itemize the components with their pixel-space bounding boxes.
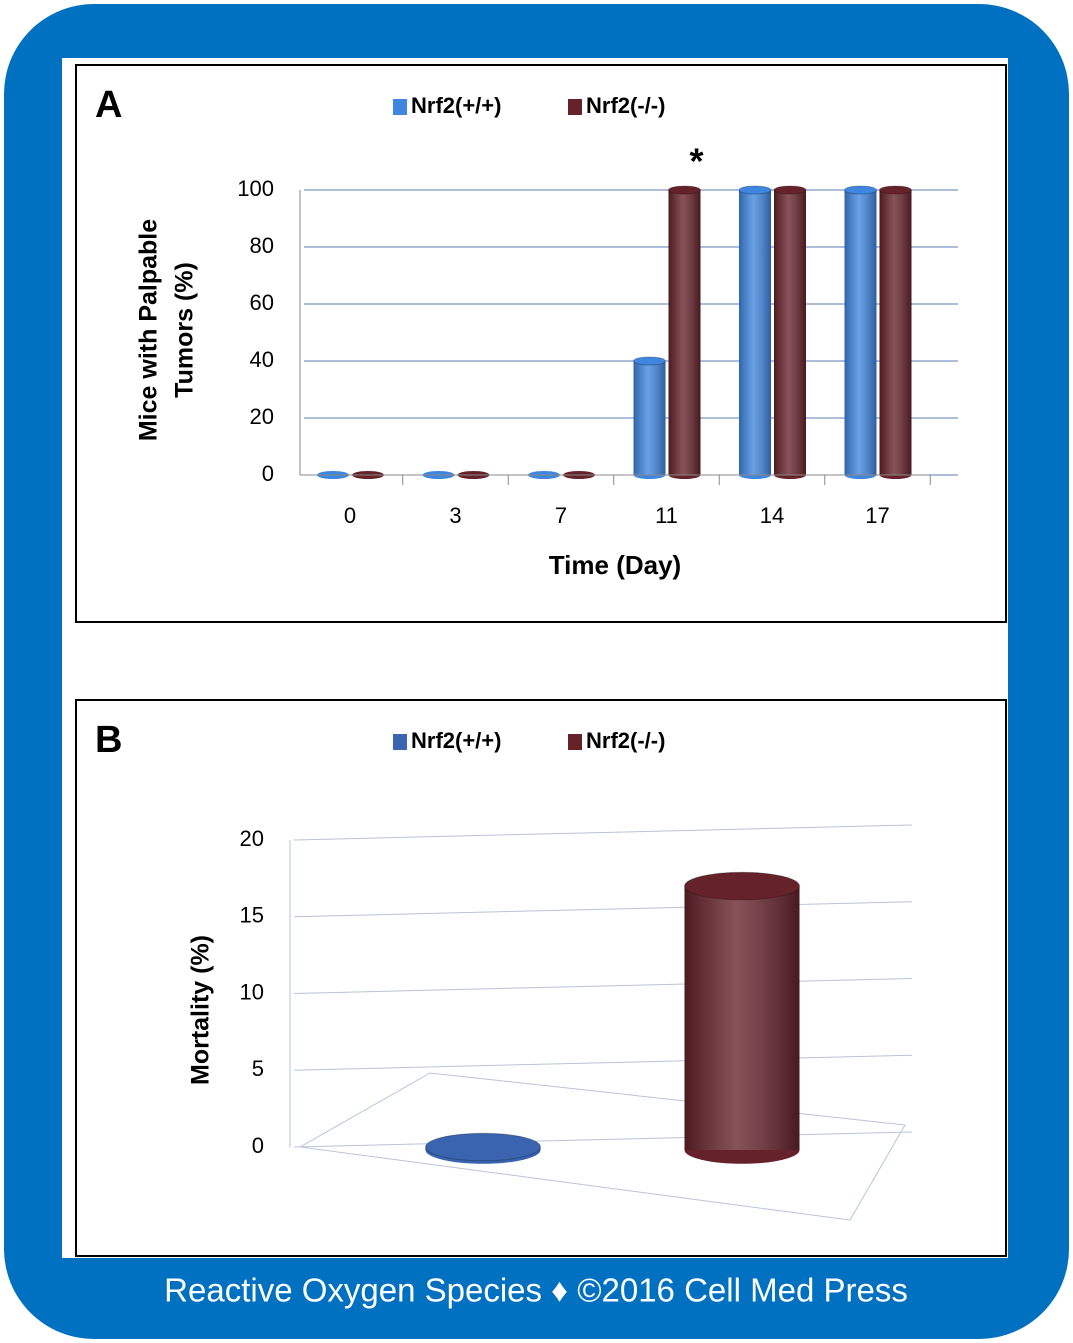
footer: Reactive Oxygen Species ♦ ©2016 Cell Med… [164,1272,908,1309]
grid-line [293,901,913,918]
y-axis-label: Mortality (%) [187,935,215,1085]
bar-shade [633,361,666,475]
bar-shade [879,190,912,475]
y-axis-label: Tumors (%) [171,262,199,398]
bar-top [633,356,666,366]
x-tick-label: 0 [344,503,356,528]
bar-top [425,1132,541,1162]
legend-swatch [568,734,582,750]
bar [879,185,912,479]
bar-top [684,871,800,901]
bar-shade [774,190,806,475]
grid-line [293,978,913,994]
bar-top [879,185,912,195]
x-tick-label: 11 [655,503,678,528]
bar-top [668,185,701,195]
y-tick-label: 60 [250,290,274,315]
x-tick-label: 14 [760,503,784,528]
bar-shade [668,190,701,475]
bar-shade [844,190,877,475]
bar [668,185,701,479]
bar [633,356,666,479]
panel-label: B [95,719,122,761]
y-tick-label: 80 [250,233,274,258]
grid-line [293,1054,913,1071]
grid-line [293,824,913,841]
x-tick-label: 17 [865,503,889,528]
y-tick-label: 0 [262,461,274,486]
bar-top [844,185,877,195]
y-tick-label: 20 [240,826,264,851]
legend-label: Nrf2(-/-) [586,728,665,753]
legend-swatch [393,734,407,750]
legend-label: Nrf2(+/+) [411,93,501,118]
y-tick-label: 5 [252,1056,264,1081]
y-tick-label: 20 [250,404,274,429]
y-axis-label: Mice with Palpable [135,219,163,441]
legend-label: Nrf2(+/+) [411,728,501,753]
bar-top [738,185,772,195]
y-tick-label: 0 [252,1133,264,1158]
y-tick-label: 15 [240,903,264,928]
bar [684,871,800,1164]
bar [773,185,807,479]
y-tick-label: 100 [237,176,274,201]
y-tick-label: 40 [250,347,274,372]
bar [425,1132,541,1164]
bar [738,185,772,479]
panel-label: A [95,84,122,126]
annotation: * [689,141,703,182]
legend-swatch [393,99,407,115]
x-tick-label: 7 [555,503,567,528]
grid-line [293,1131,913,1148]
legend-swatch [568,99,582,115]
bar-top [773,185,807,195]
x-tick-label: 3 [449,503,461,528]
x-axis-label: Time (Day) [549,550,681,580]
bar-shade [739,190,771,475]
bar-shade [684,886,800,1150]
bar [844,185,877,479]
y-tick-label: 10 [240,979,264,1004]
legend-label: Nrf2(-/-) [586,93,665,118]
